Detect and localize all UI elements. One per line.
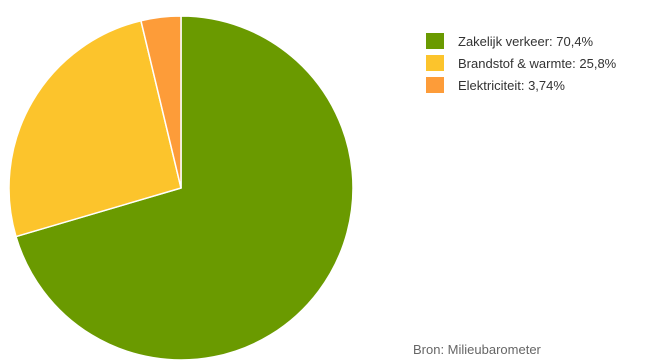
pie-slices [8, 15, 354, 360]
legend-item-elektriciteit[interactable]: Elektriciteit: 3,74% [426, 74, 616, 96]
pie-slice-brandstof-warmte[interactable] [8, 19, 182, 238]
legend-label-brandstof-warmte: Brandstof & warmte: 25,8% [458, 55, 617, 71]
legend-swatch-zakelijk-verkeer [426, 33, 444, 49]
legend-swatch-brandstof-warmte [426, 55, 444, 71]
pie-slice-elektriciteit[interactable] [140, 15, 182, 189]
pie-slice-zakelijk-verkeer[interactable] [15, 15, 354, 360]
legend-item-brandstof-warmte[interactable]: Brandstof & warmte: 25,8% [426, 52, 616, 74]
chart-source-note: Bron: Milieubarometer [413, 342, 541, 357]
legend-label-elektriciteit: Elektriciteit: 3,74% [458, 77, 565, 93]
legend-item-zakelijk-verkeer[interactable]: Zakelijk verkeer: 70,4% [426, 30, 616, 52]
chart-legend: Zakelijk verkeer: 70,4% Brandstof & warm… [426, 30, 616, 96]
legend-label-zakelijk-verkeer: Zakelijk verkeer: 70,4% [458, 33, 594, 49]
legend-swatch-elektriciteit [426, 77, 444, 93]
